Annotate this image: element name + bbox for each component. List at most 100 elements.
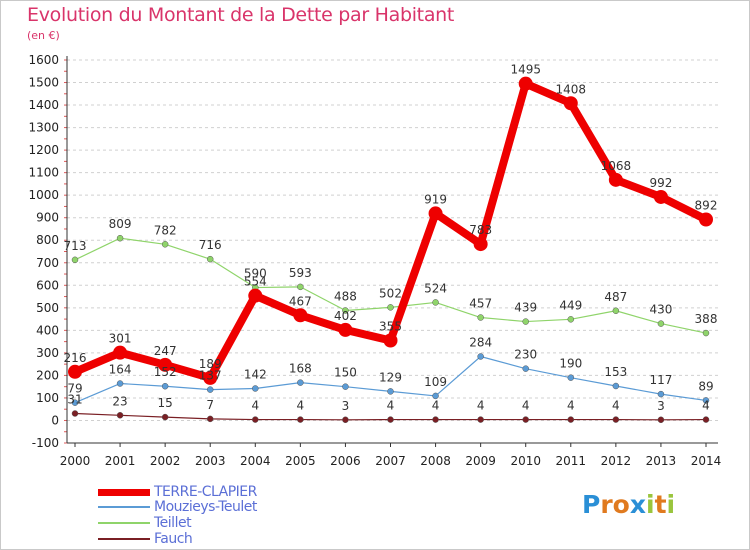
- data-label: 809: [109, 217, 132, 231]
- data-point: [699, 212, 713, 227]
- data-label: 919: [424, 192, 447, 206]
- data-point: [612, 382, 620, 390]
- y-tick-label: 700: [36, 256, 59, 270]
- data-label: 117: [649, 373, 672, 387]
- data-label: 4: [522, 399, 530, 413]
- data-label: 216: [64, 351, 87, 365]
- data-label: 1408: [556, 82, 587, 96]
- data-point: [161, 241, 169, 248]
- data-label: 89: [698, 379, 713, 393]
- data-label: 4: [702, 399, 710, 413]
- x-tick-label: 2013: [646, 454, 677, 468]
- data-label: 457: [469, 297, 492, 311]
- data-point: [342, 383, 349, 390]
- data-point: [522, 416, 529, 423]
- data-label: 892: [695, 199, 718, 213]
- data-label: 593: [289, 266, 312, 280]
- x-tick-label: 2011: [556, 454, 587, 468]
- legend-item-terre-clapier: TERRE-CLAPIER: [98, 484, 398, 500]
- data-label: 7: [206, 398, 214, 412]
- data-point: [612, 307, 620, 315]
- data-point: [113, 345, 128, 360]
- legend: TERRE-CLAPIER Mouzieys-Teulet Teillet Fa…: [98, 484, 398, 548]
- y-tick-label: 1000: [28, 188, 59, 202]
- x-tick-label: 2006: [330, 454, 361, 468]
- y-tick-label: 300: [36, 346, 59, 360]
- data-point: [116, 412, 124, 419]
- data-point: [612, 416, 620, 423]
- y-tick-label: 1400: [28, 98, 59, 112]
- legend-label-teillet: Teillet: [154, 515, 192, 531]
- legend-item-teillet: Teillet: [98, 515, 398, 531]
- data-point: [206, 386, 214, 393]
- data-point: [473, 237, 488, 252]
- data-label: 4: [477, 399, 485, 413]
- y-tick-label: 1100: [28, 166, 59, 180]
- logo-letter: P: [582, 490, 601, 519]
- data-label: 782: [154, 223, 177, 237]
- data-point: [522, 318, 529, 325]
- y-tick-label: 200: [36, 368, 59, 382]
- data-label: 4: [251, 399, 259, 413]
- y-tick-label: 1500: [28, 76, 59, 90]
- data-label: 4: [297, 399, 305, 413]
- data-label: 502: [379, 286, 402, 300]
- chart-title: Evolution du Montant de la Dette par Hab…: [27, 4, 455, 26]
- legend-item-mouzieys-teulet: Mouzieys-Teulet: [98, 499, 398, 515]
- x-tick-label: 2009: [465, 454, 496, 468]
- x-tick-label: 2014: [691, 454, 722, 468]
- data-point: [161, 382, 169, 390]
- x-tick-label: 2004: [240, 454, 271, 468]
- y-tick-label: 500: [36, 301, 59, 315]
- data-point: [68, 364, 82, 379]
- data-point: [567, 416, 575, 423]
- data-point: [387, 388, 394, 395]
- data-point: [477, 416, 484, 423]
- data-point: [252, 385, 259, 392]
- data-label: 153: [604, 365, 627, 379]
- data-point: [248, 288, 263, 303]
- data-point: [518, 76, 533, 91]
- data-point: [71, 410, 79, 417]
- data-label: 4: [432, 399, 440, 413]
- data-label: 129: [379, 370, 402, 384]
- x-tick-label: 2003: [195, 454, 226, 468]
- data-point: [71, 256, 79, 264]
- data-label: 4: [612, 399, 620, 413]
- y-tick-label: 100: [36, 391, 59, 405]
- data-point: [432, 416, 439, 423]
- data-label: 1068: [601, 159, 632, 173]
- unit-label: (en €): [27, 29, 60, 42]
- x-tick-label: 2001: [105, 454, 136, 468]
- x-tick-label: 2002: [150, 454, 181, 468]
- data-point: [158, 357, 173, 372]
- data-label: 355: [379, 319, 402, 333]
- y-tick-label: 1200: [28, 143, 59, 157]
- legend-label-terre-clapier: TERRE-CLAPIER: [154, 484, 257, 500]
- data-label: 449: [559, 298, 582, 312]
- data-label: 152: [154, 365, 177, 379]
- data-label: 1495: [510, 63, 541, 77]
- data-label: 164: [109, 363, 132, 377]
- data-point: [116, 234, 124, 242]
- y-tick-label: 900: [36, 211, 59, 225]
- data-point: [297, 379, 304, 386]
- data-point: [387, 416, 394, 423]
- x-tick-label: 2005: [285, 454, 316, 468]
- y-tick-label: -100: [32, 436, 59, 450]
- data-point: [567, 316, 575, 323]
- data-point: [567, 374, 575, 381]
- data-point: [161, 413, 169, 421]
- logo-letter: i: [666, 490, 676, 519]
- data-point: [477, 353, 484, 360]
- legend-label-mouzieys-teulet: Mouzieys-Teulet: [154, 499, 257, 515]
- data-point: [702, 416, 710, 423]
- x-tick-label: 2000: [60, 454, 91, 468]
- data-label: 137: [199, 369, 222, 383]
- data-point: [252, 416, 259, 423]
- data-point: [657, 320, 665, 327]
- data-label: 142: [244, 367, 267, 381]
- data-point: [206, 255, 214, 263]
- data-label: 783: [469, 223, 492, 237]
